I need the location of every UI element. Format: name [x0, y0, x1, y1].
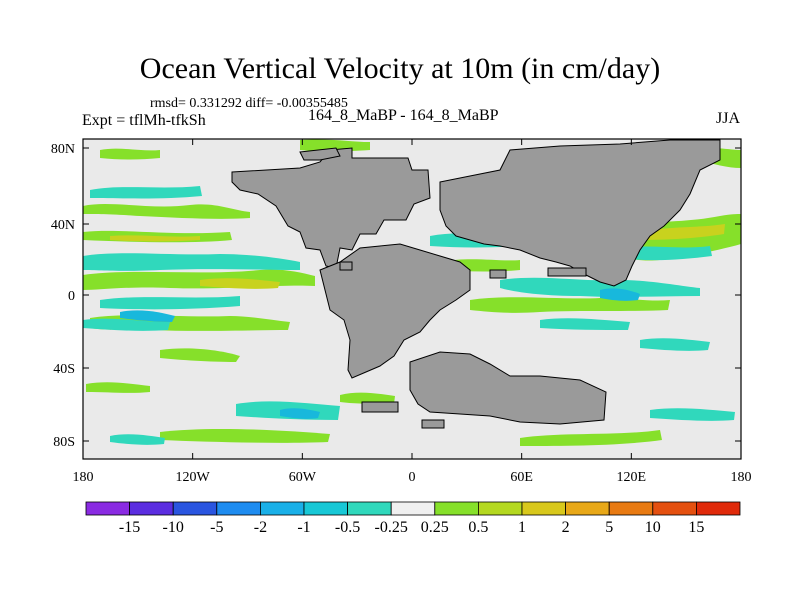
colorbar-label: -15 [119, 519, 140, 536]
colorbar-label: -5 [210, 519, 223, 536]
lat-label: 40N [51, 218, 75, 233]
land-masses [231, 139, 721, 429]
colorbar-label: 2 [562, 519, 570, 536]
colorbar-label: -2 [254, 519, 267, 536]
landmass-north-america [231, 147, 431, 269]
lon-label: 180 [73, 470, 94, 485]
experiment-line: Expt = tflMh-tfkSh [82, 112, 206, 129]
landmass-greenland-west [299, 147, 341, 161]
colorbar-swatch [521, 501, 566, 516]
landmass-small-island-1 [361, 401, 399, 413]
colorbar-swatch [303, 501, 348, 516]
colorbar-label: 5 [605, 519, 613, 536]
colorbar-swatch [259, 501, 305, 516]
plot-title: Ocean Vertical Velocity at 10m (in cm/da… [139, 52, 661, 85]
colorbar-swatch [565, 501, 610, 516]
landmass-small-island-3 [339, 261, 353, 271]
map-axes: 80N 40N 0 40S 80S 180 120W 60W 0 60E 120E 180 [51, 139, 752, 485]
strong-negative-patches [120, 288, 640, 419]
colorbar-label: 15 [688, 519, 704, 536]
lon-label: 0 [409, 470, 416, 485]
lat-label: 40S [53, 362, 75, 377]
colorbar-swatch [347, 501, 392, 516]
landmass-small-island-2 [421, 419, 445, 429]
lon-label: 180 [731, 470, 752, 485]
lon-label: 60W [289, 470, 317, 485]
lon-label: 120E [617, 470, 647, 485]
colorbar-label: -0.5 [335, 519, 360, 536]
colorbar-swatch [696, 501, 741, 516]
landmass-antarctica-island [409, 351, 607, 425]
colorbar-swatch [216, 501, 261, 516]
season-label: JJA [716, 110, 741, 127]
lat-label: 0 [68, 289, 75, 304]
colorbar-swatch [477, 501, 523, 516]
colorbar-label: -1 [297, 519, 310, 536]
lon-label: 120W [176, 470, 211, 485]
colorbar-label: 1 [518, 519, 526, 536]
stats-line: rmsd= 0.331292 diff= -0.00355485 [150, 96, 348, 111]
colorbar-swatch [652, 501, 697, 516]
colorbar-label: -0.25 [375, 519, 408, 536]
colorbar-label: 10 [645, 519, 661, 536]
lat-label: 80N [51, 142, 75, 157]
colorbar-swatch [390, 501, 436, 516]
colorbar-label: 0.25 [421, 519, 449, 536]
landmass-eurasia [439, 139, 721, 287]
landmass-small-island-4 [547, 267, 587, 277]
colorbar: -15 -10 -5 -2 -1 -0.5 -0.25 0.25 0.5 1 2 5 10 15 [85, 501, 741, 536]
cases-line: 164_8_MaBP - 164_8_MaBP [308, 107, 499, 124]
colorbar-swatch [434, 501, 479, 516]
map-panel [82, 138, 742, 460]
strong-positive-patches [110, 224, 725, 289]
colorbar-label: -10 [163, 519, 184, 536]
colorbar-swatch [85, 501, 130, 516]
lat-label: 80S [53, 435, 75, 450]
colorbar-swatch [608, 501, 654, 516]
lon-label: 60E [510, 470, 533, 485]
colorbar-swatch [129, 501, 174, 516]
landmass-small-island-5 [489, 269, 507, 279]
landmass-south-america-africa [319, 243, 471, 379]
colorbar-label: 0.5 [468, 519, 488, 536]
colorbar-swatch [172, 501, 218, 516]
